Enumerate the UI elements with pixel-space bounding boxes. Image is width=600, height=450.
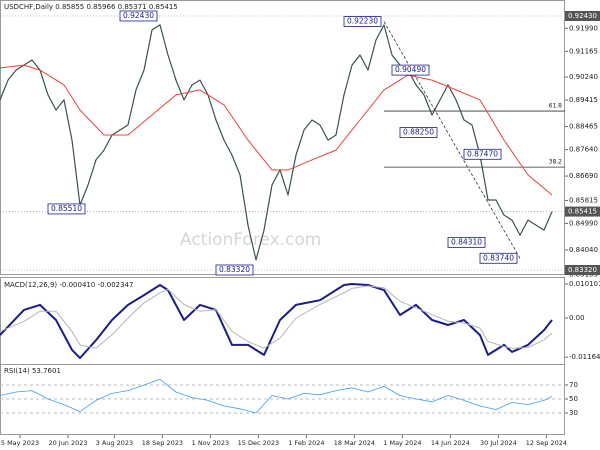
annotation-label: 0.83740 — [483, 253, 514, 262]
price-marker-label: 0.83320 — [568, 266, 597, 274]
y-tick-label: 0.010101 — [569, 280, 600, 288]
annotation-box — [215, 264, 254, 276]
y-tick-label: 0.90240 — [569, 73, 598, 81]
annotation-box — [47, 203, 86, 215]
annotation-label: 0.84310 — [451, 237, 482, 246]
price-marker-label: 0.85415 — [568, 208, 597, 216]
y-tick-label: 70 — [569, 381, 578, 389]
y-tick-label: 50 — [569, 395, 578, 403]
series-line — [0, 285, 553, 349]
annotation-label: 0.90490 — [395, 65, 426, 74]
watermark: ActionForex.com — [180, 230, 321, 250]
x-tick-label: 1 Feb 2024 — [288, 439, 324, 447]
y-tick-label: 0.86690 — [569, 172, 598, 180]
y-tick-label: 0.84990 — [569, 219, 598, 227]
price-marker-label: 0.92430 — [568, 12, 597, 20]
x-tick-label: 5 May 2023 — [1, 439, 39, 447]
annotation-label: 0.92230 — [347, 17, 378, 26]
annotation-box — [447, 236, 486, 248]
price-marker — [565, 10, 600, 21]
trendline — [383, 21, 521, 259]
y-tick-label: 0.87640 — [569, 146, 598, 154]
x-tick-label: 3 Aug 2023 — [96, 439, 134, 447]
x-tick-label: 15 Dec 2023 — [238, 439, 280, 447]
chart-title: USDCHF,Daily 0.85855 0.85966 0.85371 0.8… — [4, 3, 178, 11]
annotation-label: 0.83320 — [219, 265, 250, 274]
y-tick-label: 0.00 — [569, 314, 585, 322]
annotation-box — [479, 252, 518, 264]
price-marker — [565, 264, 600, 275]
rsi-title: RSI(14) 53.7601 — [4, 367, 61, 375]
series-line — [0, 378, 553, 414]
annotation-label: 0.87470 — [467, 149, 498, 158]
y-tick-label: 30 — [569, 409, 578, 417]
y-tick-label: 0.91165 — [569, 47, 598, 55]
y-tick-label: 0.88465 — [569, 123, 598, 131]
series-line — [0, 24, 553, 261]
x-tick-label: 20 Jun 2023 — [48, 439, 87, 447]
macd-title: MACD(12,26,9) -0.000410 -0.002347 — [4, 281, 133, 289]
x-tick-label: 18 Mar 2024 — [334, 439, 375, 447]
price-marker — [565, 206, 600, 217]
fib-label: 61.8 — [549, 103, 563, 110]
annotation-box — [119, 10, 158, 22]
x-tick-label: 12 Sep 2024 — [526, 439, 567, 447]
price-panel — [0, 0, 565, 275]
x-tick-label: 30 Jul 2024 — [480, 439, 517, 447]
x-tick-label: 18 Sep 2023 — [142, 439, 183, 447]
y-tick-label: 0.89415 — [569, 96, 598, 104]
series-line — [0, 64, 553, 196]
annotation-box — [391, 64, 430, 76]
x-tick-label: 1 Nov 2023 — [192, 439, 230, 447]
annotation-label: 0.92430 — [123, 11, 154, 20]
x-tick-label: 1 May 2024 — [383, 439, 421, 447]
annotation-label: 0.85510 — [51, 204, 82, 213]
annotation-box — [343, 16, 382, 27]
x-tick-label: 14 Jun 2024 — [431, 439, 470, 447]
annotation-box — [463, 148, 502, 160]
series-line — [0, 283, 553, 359]
annotation-label: 0.88250 — [403, 128, 434, 137]
y-tick-label: 0.85815 — [569, 196, 598, 204]
fib-label: 38.2 — [549, 159, 563, 166]
y-tick-label: 0.91990 — [569, 24, 598, 32]
y-tick-label: -0.011645 — [569, 353, 600, 361]
y-tick-label: 0.84040 — [569, 246, 598, 254]
annotation-box — [399, 127, 438, 138]
